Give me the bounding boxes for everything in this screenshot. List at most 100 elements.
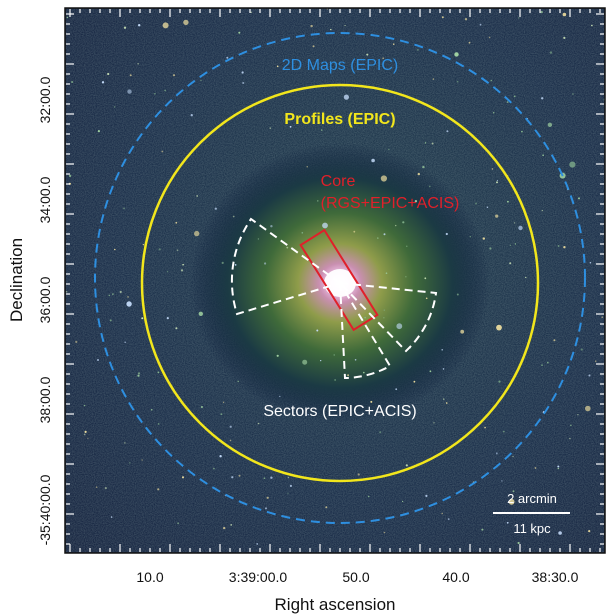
y-tick-label: 32:00.0 [37, 76, 53, 123]
star [84, 430, 87, 433]
star [287, 476, 290, 479]
star [382, 57, 385, 59]
star [402, 221, 405, 224]
star [270, 476, 273, 479]
star [319, 122, 321, 124]
x-axis-title: Right ascension [275, 595, 396, 614]
star [595, 360, 597, 362]
star [114, 248, 116, 251]
star [366, 53, 369, 56]
y-tick-label: -35:40:00.0 [37, 474, 53, 545]
star [585, 405, 591, 412]
star [266, 496, 269, 499]
star [488, 36, 491, 39]
star [71, 81, 74, 83]
star [95, 486, 98, 489]
star [569, 437, 571, 440]
star [541, 209, 544, 212]
star [395, 388, 398, 391]
star [501, 480, 503, 482]
star [578, 197, 580, 200]
star [112, 293, 114, 295]
star [425, 297, 428, 300]
sector-east [337, 281, 438, 353]
core-region-label-line1: Core [321, 173, 356, 190]
star [302, 359, 308, 365]
star [392, 43, 395, 45]
star [383, 233, 386, 236]
star [176, 249, 179, 251]
star [507, 200, 509, 203]
star [475, 202, 477, 205]
star [279, 395, 281, 398]
star [513, 95, 516, 98]
star [464, 18, 468, 21]
star [166, 271, 169, 273]
star [547, 122, 553, 128]
star [242, 82, 245, 84]
star [446, 130, 449, 133]
scalebar-arcmin-label: 2 arcmin [507, 491, 557, 506]
star [190, 114, 193, 117]
star [363, 371, 365, 374]
star [496, 324, 502, 331]
star [460, 329, 465, 334]
star [180, 269, 184, 272]
star [276, 354, 279, 357]
star [385, 272, 388, 275]
star [110, 516, 113, 518]
star [124, 442, 126, 444]
star [194, 230, 200, 237]
star [287, 492, 289, 494]
star [312, 45, 315, 48]
star [486, 206, 489, 208]
star [601, 316, 603, 318]
star [75, 340, 78, 343]
star [445, 402, 448, 404]
star [164, 89, 167, 92]
star [232, 215, 235, 218]
star [265, 507, 267, 510]
background-stars [65, 8, 605, 545]
star [354, 359, 357, 361]
star [158, 248, 161, 251]
star [490, 79, 493, 82]
star [442, 368, 445, 370]
star [380, 175, 387, 182]
star [445, 232, 448, 236]
frame-ticks [66, 9, 604, 552]
star [491, 168, 494, 170]
profiles-region-circle [140, 83, 540, 483]
star [231, 476, 234, 479]
star [379, 431, 382, 434]
star [388, 148, 390, 150]
star [334, 379, 336, 381]
star [301, 232, 304, 234]
star [182, 263, 184, 266]
star [257, 238, 260, 240]
star [325, 506, 328, 509]
star [97, 130, 100, 133]
star [557, 245, 560, 247]
star [468, 41, 471, 44]
star [557, 467, 559, 470]
star [541, 97, 544, 100]
sector-south [339, 282, 392, 380]
star [333, 354, 335, 356]
star [540, 10, 543, 14]
star [220, 413, 223, 416]
star [395, 224, 397, 227]
star [129, 462, 131, 464]
star [512, 490, 515, 493]
star [123, 26, 127, 29]
star [518, 225, 523, 231]
star [263, 477, 266, 480]
star [257, 422, 260, 425]
star [109, 319, 112, 322]
star [383, 531, 386, 534]
star [276, 65, 279, 68]
star [357, 473, 360, 476]
star [521, 130, 523, 133]
star [493, 112, 495, 114]
